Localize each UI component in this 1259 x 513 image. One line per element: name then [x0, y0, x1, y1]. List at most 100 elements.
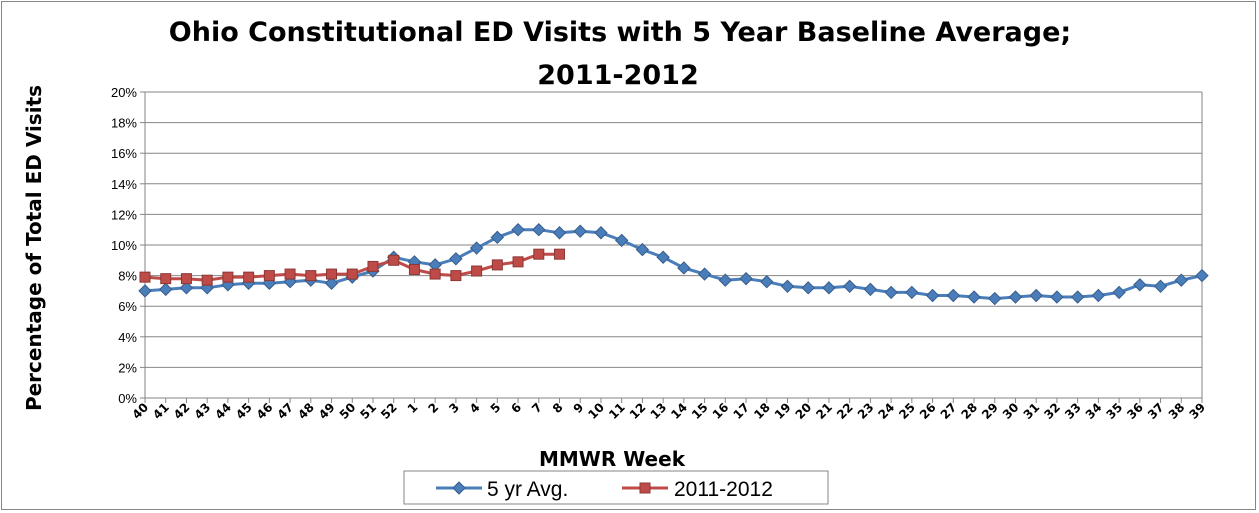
data-point — [697, 267, 712, 281]
data-point — [677, 261, 691, 275]
data-point — [1133, 278, 1147, 292]
x-tick-label: 15 — [689, 400, 711, 422]
data-point — [179, 281, 194, 295]
x-tick-label: 44 — [212, 400, 234, 422]
data-point — [180, 273, 192, 285]
x-tick-label: 13 — [648, 400, 670, 422]
data-point — [326, 268, 338, 280]
data-point — [1070, 290, 1085, 304]
x-tick-label: 37 — [1145, 400, 1167, 422]
x-tick-label: 4 — [467, 400, 483, 416]
y-tick-label: 0% — [118, 391, 137, 406]
data-point — [905, 285, 919, 300]
data-point — [201, 274, 213, 286]
y-axis-label: Percentage of Total ED Visits — [22, 85, 46, 411]
data-point — [967, 290, 981, 304]
x-tick-label: 49 — [316, 400, 338, 422]
series-layer — [138, 222, 1209, 306]
data-point — [159, 282, 173, 297]
y-tick-label: 6% — [118, 299, 137, 314]
data-point — [160, 273, 172, 285]
x-tick-label: 27 — [938, 400, 960, 422]
y-tick-label: 4% — [118, 330, 137, 345]
x-tick-label: 19 — [772, 400, 794, 422]
data-point — [1112, 285, 1126, 300]
x-tick-label: 12 — [627, 400, 649, 422]
data-point — [512, 256, 524, 268]
x-tick-label: 7 — [529, 400, 545, 416]
chart-title-line1: Ohio Constitutional ED Visits with 5 Yea… — [169, 17, 1071, 48]
data-point — [491, 259, 503, 271]
x-tick-label: 2 — [425, 400, 441, 416]
data-point — [429, 268, 441, 280]
x-tick-label: 25 — [896, 400, 918, 422]
x-tick-label: 30 — [1000, 400, 1022, 422]
x-tick-label: 16 — [710, 400, 732, 422]
data-point — [718, 273, 733, 287]
data-point — [469, 241, 484, 255]
legend: 5 yr Avg. 2011-2012 — [403, 470, 829, 505]
data-point — [988, 291, 1002, 306]
x-tick-label: 22 — [834, 400, 856, 422]
x-tick-label: 39 — [1186, 400, 1208, 422]
x-tick-label: 35 — [1104, 400, 1126, 422]
x-tick-label: 14 — [668, 400, 690, 422]
x-tick-label: 38 — [1166, 400, 1188, 422]
x-tick-label: 26 — [917, 400, 939, 422]
x-tick-label: 47 — [274, 400, 296, 422]
series-2011-2012 — [139, 248, 566, 286]
data-point — [635, 242, 650, 257]
data-point — [739, 271, 753, 286]
x-tick-label: 8 — [550, 400, 566, 416]
legend-label-5yr: 5 yr Avg. — [487, 478, 568, 501]
x-tick-label: 32 — [1041, 400, 1063, 422]
data-point — [284, 268, 296, 280]
x-tick-label: 18 — [751, 400, 773, 422]
data-point — [490, 230, 505, 245]
x-tick-label: 48 — [295, 400, 317, 422]
x-tick-label: 21 — [813, 400, 835, 422]
x-tick-label: 3 — [446, 400, 462, 416]
x-tick-label: 34 — [1083, 400, 1105, 422]
x-tick-label: 52 — [378, 400, 400, 422]
data-point — [449, 252, 463, 266]
data-point — [573, 224, 587, 238]
x-axis-label: MMWR Week — [539, 447, 686, 471]
series-line — [144, 228, 1203, 301]
data-point — [822, 281, 836, 295]
data-point — [243, 271, 255, 283]
y-tick-label: 8% — [118, 269, 137, 284]
x-tick-label: 51 — [357, 400, 379, 422]
data-point — [533, 248, 545, 260]
data-point — [471, 265, 483, 277]
x-tick-label: 33 — [1062, 400, 1084, 422]
y-tick-label: 14% — [111, 177, 137, 192]
x-tick-label: 6 — [508, 400, 524, 416]
data-point — [1029, 288, 1043, 303]
data-point — [1050, 290, 1064, 304]
data-point — [760, 275, 774, 289]
legend-marker-5yr-diamond-icon — [452, 481, 466, 495]
data-point — [1174, 273, 1188, 287]
data-point — [1195, 268, 1209, 283]
data-point — [946, 288, 961, 303]
data-point — [532, 222, 546, 237]
x-tick-label: 9 — [571, 400, 587, 416]
data-point — [450, 270, 462, 282]
x-tick-label: 42 — [171, 400, 193, 422]
y-tick-label: 20% — [111, 85, 137, 100]
y-tick-label: 12% — [111, 207, 137, 222]
y-tick-label: 10% — [111, 238, 137, 253]
data-point — [1091, 288, 1106, 303]
data-point — [138, 284, 152, 298]
chart-title-line2: 2011-2012 — [537, 60, 699, 91]
data-point — [554, 248, 566, 260]
x-tick-label: 28 — [958, 400, 980, 422]
x-tick-label: 29 — [979, 400, 1001, 422]
data-point — [263, 270, 275, 282]
series-5yr-avg — [138, 222, 1209, 306]
data-point — [801, 281, 815, 295]
data-point — [324, 276, 339, 290]
